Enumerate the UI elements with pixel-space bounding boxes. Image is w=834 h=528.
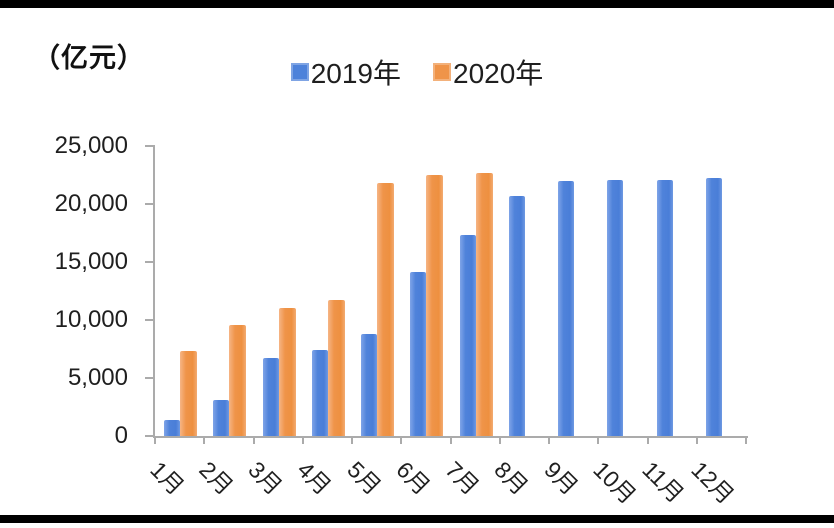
x-axis-tick: [695, 437, 698, 444]
y-axis-tick: [145, 319, 154, 321]
x-axis-tick: [597, 437, 600, 444]
bar-2019年-10月: [607, 179, 624, 436]
bar-2019年-4月: [311, 350, 328, 436]
x-axis-label-8月: 8月: [489, 456, 534, 500]
x-axis-tick: [548, 437, 550, 444]
legend-label-2020: 2020年: [453, 58, 544, 89]
bar-2020年-1月: [180, 351, 197, 436]
x-axis-tick: [745, 437, 747, 444]
y-axis-tick: [145, 435, 154, 437]
x-axis-label-2月: 2月: [194, 456, 238, 500]
bar-2019年-1月: [164, 419, 180, 436]
x-axis-tick: [351, 437, 353, 444]
x-axis-label-5月: 5月: [341, 456, 386, 500]
y-axis-tick-label: 10,000: [54, 306, 128, 333]
y-axis-tick-label: 0: [114, 422, 128, 449]
y-axis-tick: [145, 261, 154, 263]
bar-2020年-5月: [377, 183, 394, 436]
bar-2019年-6月: [410, 272, 427, 436]
x-axis-label-7月: 7月: [440, 456, 485, 500]
x-axis-tick: [301, 437, 304, 444]
bar-2019年-2月: [213, 400, 230, 436]
bar-2019年-7月: [459, 235, 476, 436]
x-axis-label-9月: 9月: [538, 456, 583, 500]
bar-2019年-11月: [656, 179, 673, 436]
y-axis-tick: [145, 145, 154, 147]
bar-2020年-3月: [278, 308, 296, 436]
y-axis-tick-label: 20,000: [54, 190, 128, 217]
x-axis-label-10月: 10月: [588, 456, 641, 509]
bar-2019年-12月: [705, 178, 722, 436]
bar-2019年-3月: [262, 358, 279, 436]
legend-swatch-2019-icon: [290, 63, 309, 81]
y-axis-line: [153, 145, 155, 437]
axis-unit-label: （亿元）: [33, 43, 145, 73]
x-axis-label-6月: 6月: [391, 456, 435, 500]
x-axis-label-4月: 4月: [292, 456, 337, 500]
x-axis-label-1月: 1月: [144, 456, 189, 500]
y-axis-tick-label: 5,000: [67, 364, 128, 391]
legend: 2019年 2020年: [0, 52, 834, 92]
y-axis-tick: [145, 377, 154, 379]
x-axis-label-11月: 11月: [637, 456, 690, 508]
x-axis-tick: [646, 437, 649, 444]
bar-2020年-7月: [475, 172, 493, 436]
bar-2020年-2月: [229, 324, 247, 436]
x-axis-tick: [252, 437, 255, 444]
legend-swatch-2020-icon: [433, 63, 451, 81]
x-axis-tick: [400, 437, 403, 444]
x-axis-tick: [154, 437, 156, 444]
bar-2020年-4月: [327, 300, 345, 436]
y-axis-tick-label: 25,000: [54, 132, 128, 159]
bar-2019年-8月: [508, 195, 525, 436]
top-border-rule: [0, 0, 834, 8]
bar-2020年-6月: [426, 175, 444, 436]
x-axis-tick: [203, 437, 206, 444]
y-axis-tick: [145, 203, 154, 205]
bar-2019年-9月: [558, 180, 574, 436]
x-axis-tick: [449, 437, 452, 444]
legend-item-2019: 2019年: [290, 52, 401, 92]
legend-item-2020: 2020年: [433, 52, 543, 92]
bottom-border-rule: [0, 515, 834, 523]
x-axis-label-12月: 12月: [686, 456, 740, 509]
y-axis-tick-label: 15,000: [54, 248, 128, 275]
bar-2019年-5月: [361, 333, 377, 436]
legend-label-2019: 2019年: [310, 58, 401, 89]
x-axis-tick: [498, 437, 501, 444]
x-axis-label-3月: 3月: [243, 456, 288, 500]
